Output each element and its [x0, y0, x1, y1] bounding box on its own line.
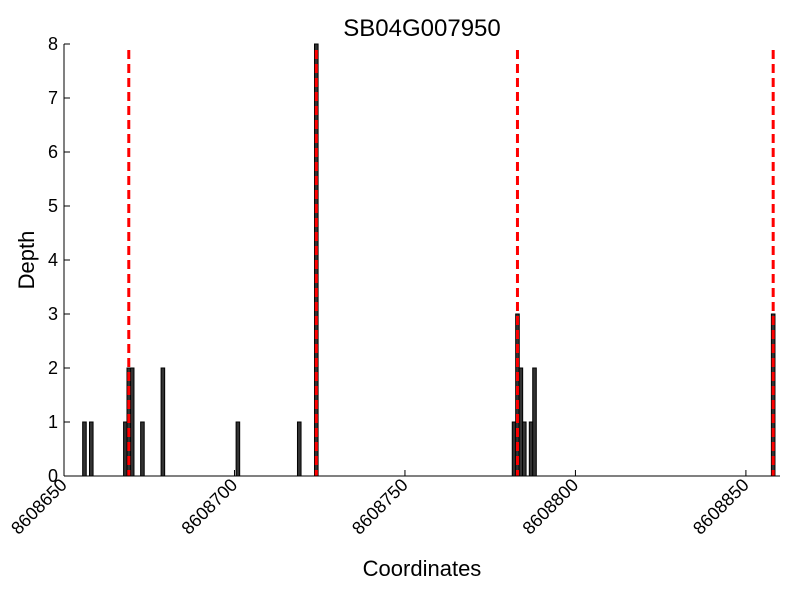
chart-title: SB04G007950 — [343, 15, 500, 42]
bar — [522, 421, 527, 477]
y-tick-label: 5 — [48, 196, 58, 216]
x-tick-label: 8608700 — [178, 475, 242, 539]
bar — [88, 421, 94, 477]
bar — [129, 367, 135, 477]
y-axis-label: Depth — [14, 231, 39, 290]
bar — [296, 421, 302, 477]
plot-area — [82, 43, 776, 477]
y-tick-label: 2 — [48, 358, 58, 378]
bar — [532, 367, 537, 477]
x-tick-label: 8608650 — [7, 475, 71, 539]
y-tick-label: 0 — [48, 466, 58, 486]
bar — [140, 421, 145, 477]
y-tick-label: 3 — [48, 304, 58, 324]
bar — [235, 421, 241, 477]
x-tick-label: 8608750 — [348, 475, 412, 539]
y-tick-label: 4 — [48, 250, 58, 270]
axes: 0 1 2 3 4 5 6 7 8 8608650 8608700 8608750 8608800 860… — [7, 34, 780, 538]
y-tick-label: 8 — [48, 34, 58, 54]
x-tick-label: 8608800 — [519, 475, 583, 539]
bar — [160, 367, 166, 477]
y-tick-label: 1 — [48, 412, 58, 432]
bar — [82, 421, 87, 477]
y-tick-label: 6 — [48, 142, 58, 162]
y-tick-label: 7 — [48, 88, 58, 108]
x-axis-label: Coordinates — [363, 556, 482, 581]
x-tick-label: 8608850 — [689, 475, 753, 539]
